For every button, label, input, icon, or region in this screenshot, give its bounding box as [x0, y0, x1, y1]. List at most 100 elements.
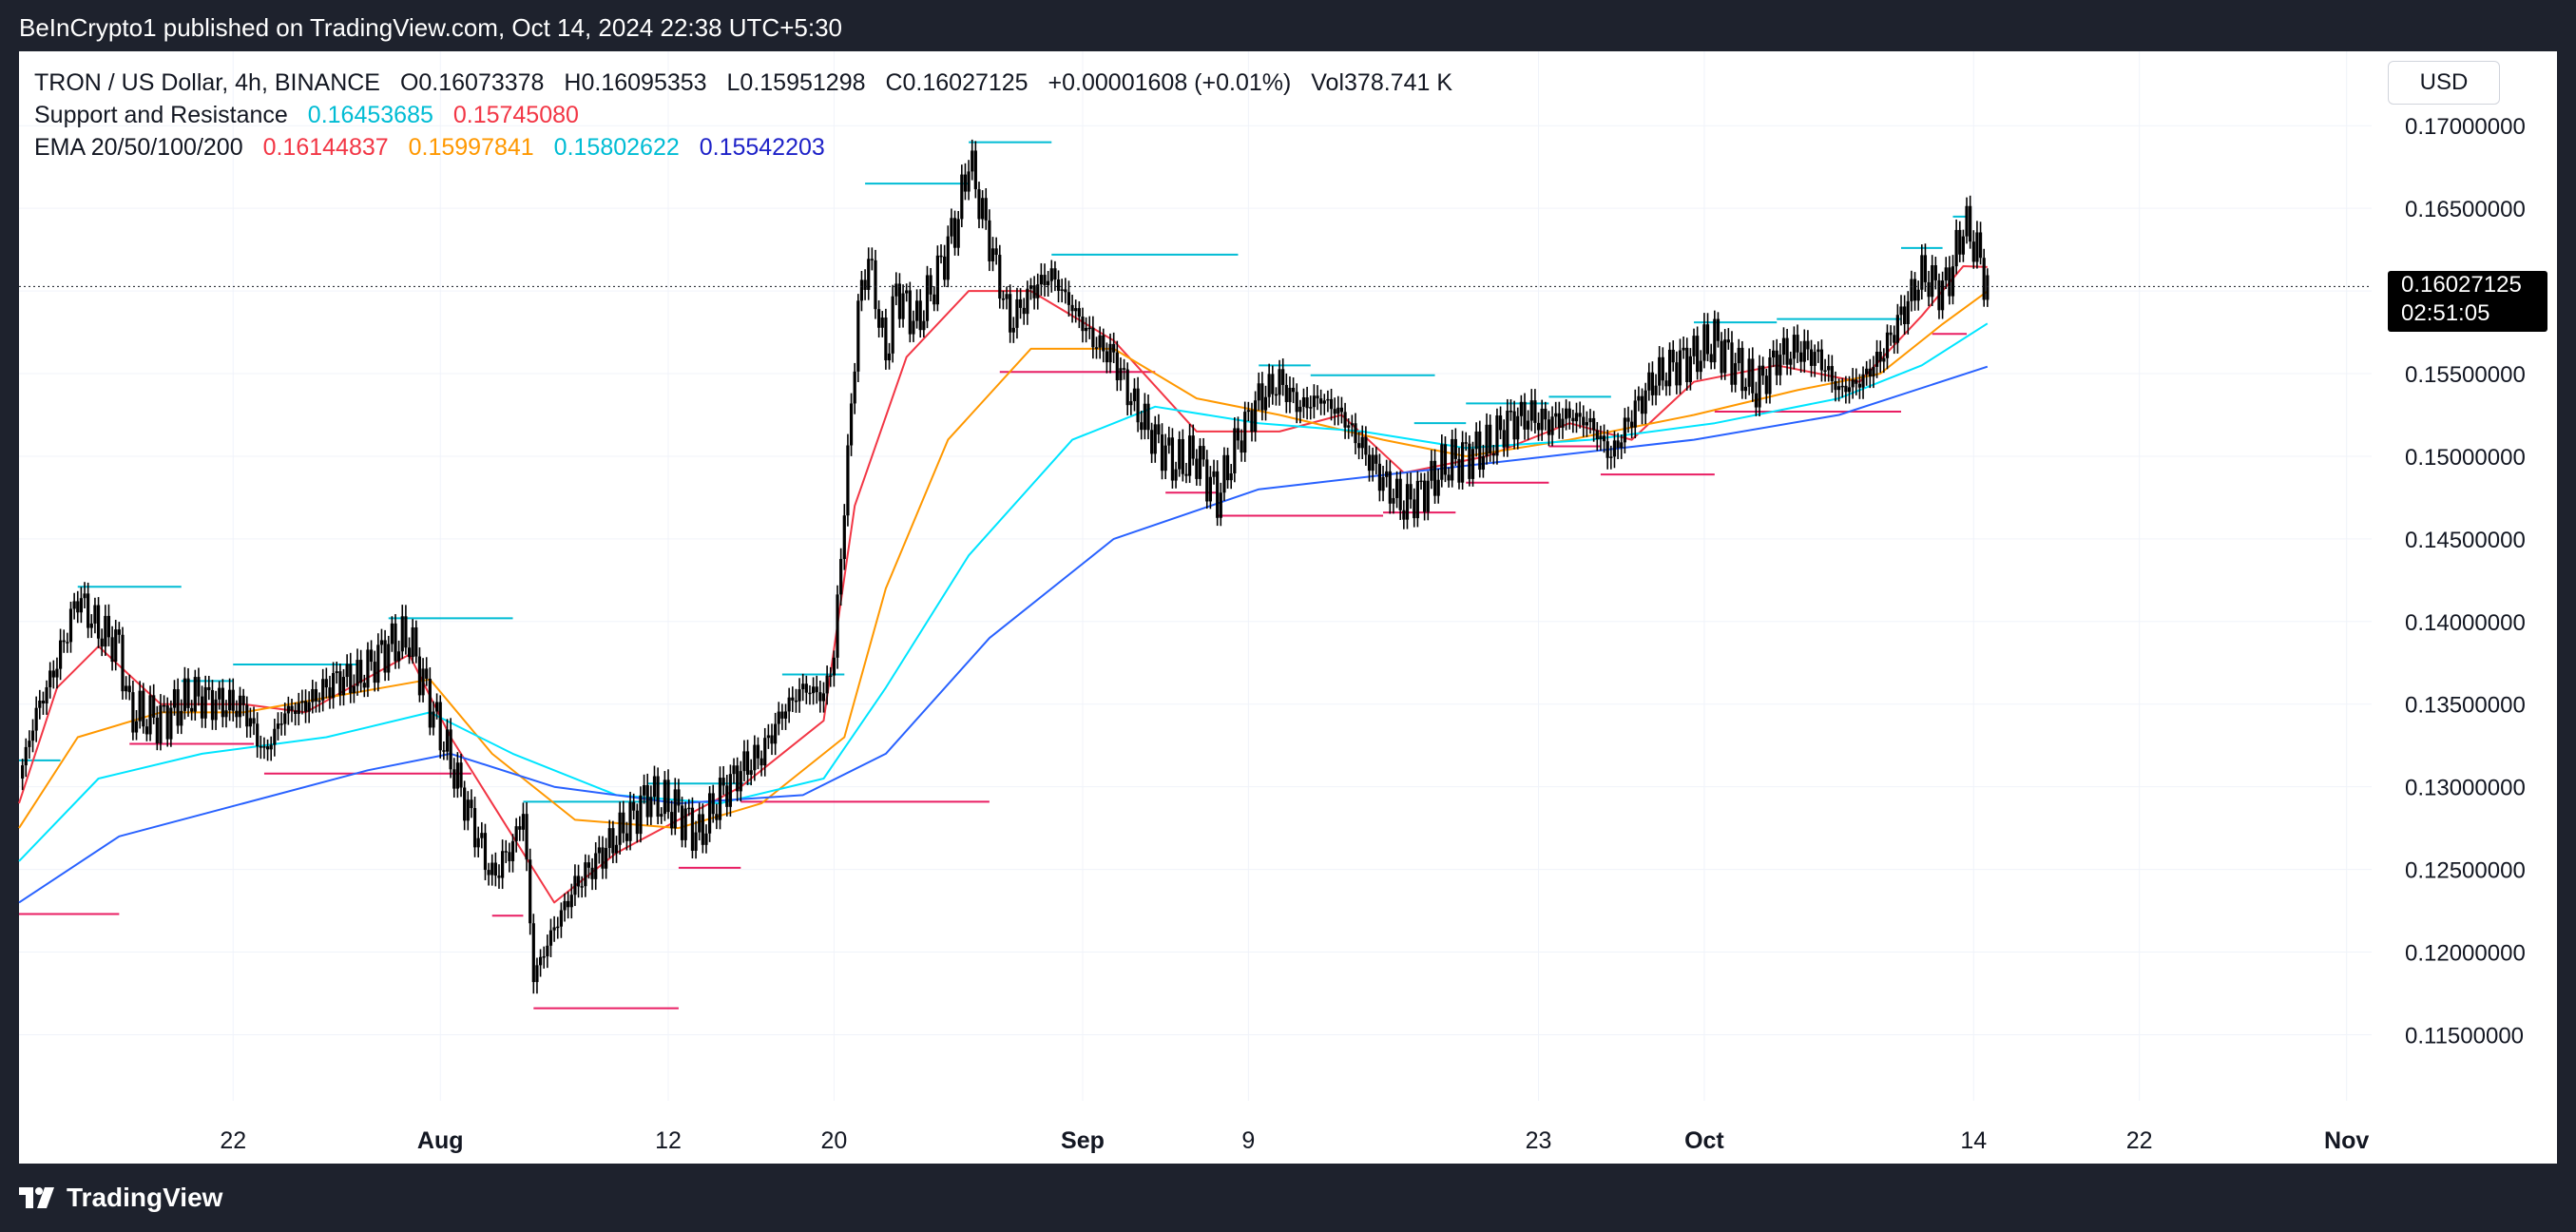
candle-body [1958, 229, 1962, 255]
tradingview-logo[interactable]: TradingView [19, 1183, 222, 1213]
symbol-title[interactable]: TRON / US Dollar, 4h, BINANCE [34, 69, 380, 96]
candle-body [1413, 499, 1416, 519]
candle-body [1771, 350, 1776, 357]
candle-body [1157, 424, 1161, 435]
candle-body [690, 807, 695, 851]
candle-body [818, 692, 822, 702]
candle-body [1878, 352, 1882, 362]
candle-body [1364, 436, 1368, 455]
candle-body [245, 704, 249, 727]
candle-body [787, 697, 791, 712]
candle-body [159, 704, 163, 743]
candle-body [76, 601, 80, 613]
candle-body [1146, 403, 1150, 431]
price-chart[interactable]: 0.170000000.165000000.160000000.15500000… [0, 0, 2576, 1164]
candle-body [825, 675, 829, 694]
candle-body [1872, 366, 1875, 377]
candle-body [131, 692, 135, 733]
ohlc-high: H0.16095353 [564, 69, 707, 96]
candle-body [452, 769, 456, 789]
candle-body [117, 629, 121, 635]
candle-body [552, 927, 556, 931]
price-change: +0.00001608 (+0.01%) [1048, 69, 1292, 96]
ema-line-ema50 [18, 290, 1989, 830]
candle-body [127, 685, 131, 693]
candle-body [1295, 392, 1298, 413]
candle-body [1740, 347, 1744, 392]
candle-body [1419, 480, 1423, 483]
candle-body [1927, 281, 1931, 298]
sr-indicator-label[interactable]: Support and Resistance [34, 102, 288, 128]
candle-body [1954, 229, 1958, 267]
candle-body [1136, 388, 1140, 423]
candle-body [176, 689, 180, 726]
price-tick-label: 0.15000000 [2405, 445, 2526, 471]
candle-body [1640, 395, 1644, 414]
candle-body [628, 801, 632, 841]
candle-body [1986, 275, 1990, 300]
candle-body [891, 296, 894, 354]
candle-body [345, 664, 349, 678]
candle-body [21, 765, 25, 779]
candle-body [1375, 454, 1378, 464]
candle-body [925, 275, 930, 321]
sr-row: Support and Resistance 0.16453685 0.1574… [34, 99, 1466, 131]
candle-body [1747, 358, 1751, 387]
ema100-value: 0.15802622 [553, 134, 680, 161]
candle-body [286, 705, 290, 714]
candle-body [273, 728, 277, 745]
candle-body [715, 814, 719, 820]
candle-body [1005, 294, 1009, 299]
candle-body [1599, 435, 1603, 440]
candle-body [1388, 471, 1392, 504]
candle-body [1489, 424, 1492, 453]
candle-body [1333, 409, 1336, 414]
candle-body [1516, 415, 1520, 440]
currency-button[interactable]: USD [2388, 61, 2500, 105]
candle-body [1491, 452, 1495, 456]
candle-body [607, 828, 611, 849]
candle-body [165, 705, 169, 740]
candle-body [576, 876, 581, 887]
candle-body [1398, 478, 1402, 510]
candle-body [1685, 347, 1689, 383]
candle-body [642, 784, 646, 796]
candle-body [1561, 418, 1565, 428]
candle-body [1609, 456, 1613, 458]
candle-body [1281, 369, 1285, 385]
candle-body [1181, 438, 1184, 474]
grid-lines [19, 51, 2372, 1101]
candle-body [1768, 356, 1772, 395]
candle-body [1108, 343, 1112, 363]
ema-indicator-label[interactable]: EMA 20/50/100/200 [34, 134, 243, 161]
candle-body [1630, 421, 1634, 428]
candle-body [521, 814, 526, 830]
candle-body [314, 688, 318, 702]
last-price-value: 0.16027125 [2401, 272, 2522, 298]
candle-body [1519, 401, 1523, 416]
candle-body [1764, 375, 1768, 395]
candle-body [238, 695, 242, 718]
candle-body [625, 833, 629, 841]
candle-body [1485, 424, 1489, 457]
candle-body [645, 784, 649, 818]
candle-body [148, 695, 152, 735]
candle-body [971, 150, 974, 172]
ohlc-open: O0.16073378 [399, 69, 545, 96]
candle-body [798, 689, 801, 702]
chart-panel[interactable] [19, 51, 2557, 1164]
candle-body [28, 741, 31, 747]
candle-body [1312, 395, 1316, 408]
candle-body [1906, 300, 1910, 324]
candle-body [183, 678, 186, 711]
candle-body [1855, 379, 1858, 384]
candle-body [248, 718, 253, 727]
candle-body [338, 671, 342, 696]
candle-body [694, 832, 698, 851]
candle-body [1527, 420, 1530, 430]
candle-body [1453, 438, 1457, 459]
candle-body [1167, 437, 1171, 446]
candle-body [190, 707, 194, 712]
candle-body [1246, 410, 1250, 413]
candle-body [912, 320, 915, 335]
